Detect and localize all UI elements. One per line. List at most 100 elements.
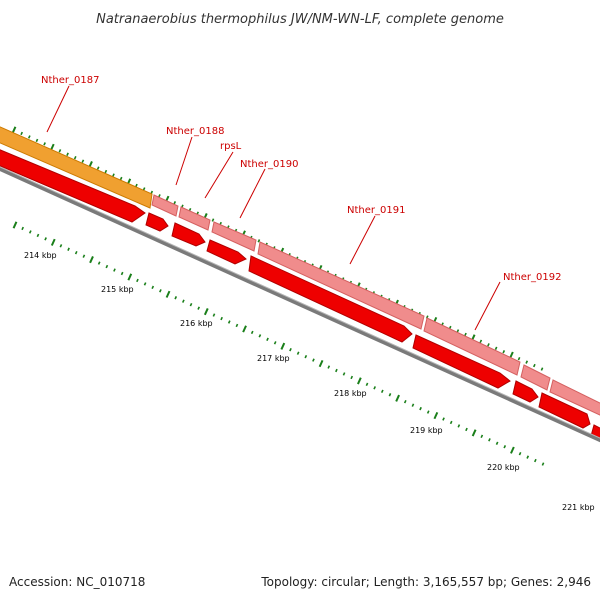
gene-bar-next-1[interactable] [520,364,551,391]
minor-tick [541,462,545,466]
minor-tick [442,417,445,421]
minor-tick [257,239,261,243]
minor-tick [449,420,453,425]
minor-tick [82,254,86,258]
minor-tick [112,173,115,177]
minor-tick [44,237,47,241]
tick-label-220: 220 kbp [487,463,520,472]
minor-tick [104,169,108,174]
major-tick [165,290,171,298]
gene-label-nther-0187[interactable]: Nther_0187 [41,75,99,86]
minor-tick [74,251,78,255]
accession-text: Accession: NC_010718 [9,575,145,589]
major-tick [433,411,439,420]
gene-label-nther-0191[interactable]: Nther_0191 [347,205,405,216]
minor-tick [335,368,338,373]
gene-label-nther-0190[interactable]: Nther_0190 [240,159,298,170]
gene-bar-nther-0188[interactable] [151,194,179,217]
major-tick [50,238,56,246]
gene-bar-rpsl[interactable] [178,206,211,231]
map-title: Natranaerobius thermophilus JW/NM-WN-LF,… [96,12,504,27]
gene-label-nther-0192[interactable]: Nther_0192 [503,272,561,283]
minor-tick [388,393,392,397]
gene-bar-nther-0187[interactable] [0,126,153,209]
minor-tick [136,278,139,283]
minor-tick [304,354,308,359]
minor-tick [487,343,490,347]
minor-tick [67,247,70,251]
minor-tick [479,339,483,344]
minor-tick [35,138,39,143]
minor-tick [151,285,155,290]
minor-tick [502,350,506,354]
tick-label-214: 214 kbp [24,251,57,260]
minor-tick [342,372,346,376]
minor-tick [73,156,77,160]
gene-bar-next-2[interactable] [549,379,600,416]
minor-tick [403,399,407,404]
minor-tick [189,302,193,307]
major-tick [242,325,247,333]
minor-tick [28,230,32,234]
tick-label-215: 215 kbp [101,285,134,294]
minor-tick [533,363,536,368]
minor-tick [119,176,123,181]
gene-labels: Nther_0187 Nther_0188 rpsL Nther_0190 Nt… [41,75,561,331]
cds-arrow-2[interactable] [145,212,169,232]
minor-tick [380,389,384,393]
minor-tick [289,348,292,352]
minor-tick [21,226,24,231]
minor-tick [43,142,46,146]
gene-label-nther-0188[interactable]: Nther_0188 [166,126,224,137]
minor-tick [517,356,521,361]
minor-tick [457,424,461,428]
minor-tick [266,337,269,342]
gene-label-rpsl[interactable]: rpsL [220,141,242,152]
minor-tick [97,261,101,265]
cds-arrow-6[interactable] [412,334,511,389]
minor-tick [503,445,507,449]
minor-tick [81,159,85,163]
major-tick [280,342,286,350]
minor-tick [58,149,62,153]
cds-arrow-5[interactable] [248,255,413,343]
minor-tick [419,406,422,411]
minor-tick [411,403,415,407]
minor-tick [312,358,315,362]
minor-tick [113,268,116,272]
minor-tick [494,346,498,350]
minor-tick [135,183,138,188]
major-tick [510,446,515,454]
minor-tick [465,427,468,432]
minor-tick [66,152,69,156]
cds-arrow-8[interactable] [538,392,591,429]
cds-arrow-4[interactable] [206,239,247,265]
cds-arrow-3[interactable] [171,222,206,247]
minor-tick [327,365,331,369]
minor-tick [526,455,530,459]
minor-tick [273,341,277,345]
gene-bar-nther-0192[interactable] [423,317,521,376]
minor-tick [211,218,215,222]
major-tick [395,394,400,402]
minor-tick [488,438,491,442]
major-tick [203,308,209,316]
minor-tick [464,332,467,337]
minor-tick [540,367,544,371]
minor-tick [27,135,31,139]
gene-bar-nther-0190[interactable] [211,221,257,252]
minor-tick [296,351,300,355]
tick-label-217: 217 kbp [257,354,290,363]
minor-tick [258,334,262,338]
genome-backbone [0,166,600,443]
cds-arrow-7[interactable] [512,380,539,403]
cds-arrow-1[interactable] [0,149,146,223]
tick-label-221: 221 kbp [562,503,595,512]
minor-tick [227,320,231,324]
minor-tick [250,330,254,335]
minor-tick [495,441,499,445]
minor-tick [525,360,529,364]
tick-label-219: 219 kbp [410,426,443,435]
gene-bar-nther-0191[interactable] [257,241,425,330]
